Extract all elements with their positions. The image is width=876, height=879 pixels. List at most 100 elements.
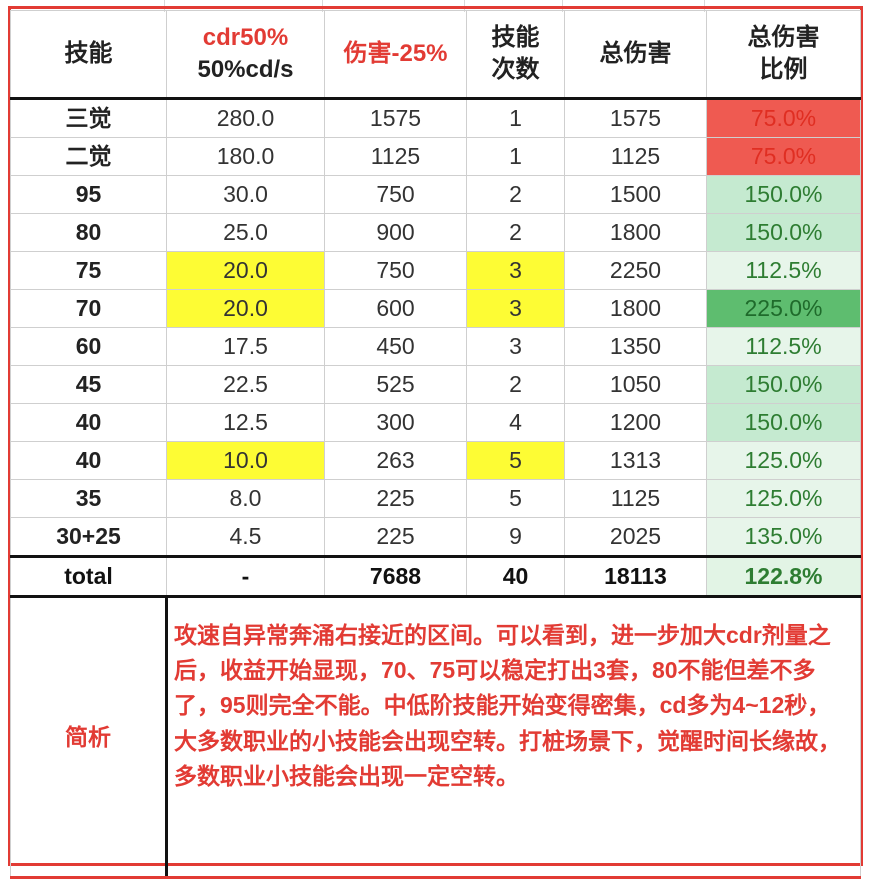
damage-cell: 750 [324, 251, 467, 290]
total-damage-cell: 1350 [564, 327, 707, 366]
count-cell: 3 [466, 327, 565, 366]
skill-cell: 40 [10, 403, 167, 442]
damage-cell: 600 [324, 289, 467, 328]
damage-cell: 225 [324, 479, 467, 518]
skill-cell: 70 [10, 289, 167, 328]
cd-cell: 280.0 [166, 98, 325, 138]
analysis-row: 简析 攻速自异常奔涌右接近的区间。可以看到，进一步加大cdr剂量之后，收益开始显现… [10, 596, 861, 879]
cd-cell: 10.0 [166, 441, 325, 480]
cd-cell: 8.0 [166, 479, 325, 518]
analysis-text: 攻速自异常奔涌右接近的区间。可以看到，进一步加大cdr剂量之后，收益开始显现，7… [165, 596, 861, 879]
total-damage-cell: 1575 [564, 98, 707, 138]
header-row: 技能 cdr50% 50%cd/s 伤害-25% 技能 次数 总伤害 总伤害 比例 [10, 10, 861, 100]
count-cell: 5 [466, 479, 565, 518]
header-damage: 伤害-25% [324, 10, 467, 100]
cd-cell: 17.5 [166, 327, 325, 366]
table-row: 35 8.0 225 5 1125 125.0% [10, 479, 861, 518]
header-count: 技能 次数 [466, 10, 565, 100]
cd-cell: 12.5 [166, 403, 325, 442]
ratio-cell: 150.0% [706, 175, 861, 214]
count-cell: 4 [466, 403, 565, 442]
skill-cell: 40 [10, 441, 167, 480]
count-cell: 9 [466, 517, 565, 557]
skill-cell: 二觉 [10, 137, 167, 176]
damage-cell: 450 [324, 327, 467, 366]
ratio-cell: 225.0% [706, 289, 861, 328]
total-damage-cell: 1125 [564, 137, 707, 176]
count-cell: 2 [466, 175, 565, 214]
header-total-damage: 总伤害 [564, 10, 707, 100]
total-damage-cell: 1800 [564, 213, 707, 252]
count-cell: 1 [466, 137, 565, 176]
ratio-cell: 112.5% [706, 327, 861, 366]
damage-cell: 525 [324, 365, 467, 404]
table-row: 80 25.0 900 2 1800 150.0% [10, 213, 861, 252]
skill-cell: 45 [10, 365, 167, 404]
count-cell: 2 [466, 213, 565, 252]
total-count: 40 [466, 555, 565, 598]
total-label: total [10, 555, 167, 598]
total-ratio: 122.8% [706, 555, 861, 598]
header-skill: 技能 [10, 10, 167, 100]
cd-cell: 30.0 [166, 175, 325, 214]
cd-cell: 25.0 [166, 213, 325, 252]
skill-cell: 三觉 [10, 98, 167, 138]
damage-cell: 263 [324, 441, 467, 480]
count-cell: 3 [466, 251, 565, 290]
damage-cell: 300 [324, 403, 467, 442]
total-cd: - [166, 555, 325, 598]
table-row: 40 12.5 300 4 1200 150.0% [10, 403, 861, 442]
header-ratio: 总伤害 比例 [706, 10, 861, 100]
ratio-cell: 135.0% [706, 517, 861, 557]
count-cell: 2 [466, 365, 565, 404]
cd-cell: 22.5 [166, 365, 325, 404]
ratio-cell: 125.0% [706, 441, 861, 480]
skill-cell: 35 [10, 479, 167, 518]
table-row: 70 20.0 600 3 1800 225.0% [10, 289, 861, 328]
skill-cell: 75 [10, 251, 167, 290]
cd-cell: 4.5 [166, 517, 325, 557]
table-row: 30+25 4.5 225 9 2025 135.0% [10, 517, 861, 557]
total-damage-cell: 2250 [564, 251, 707, 290]
table-row: 45 22.5 525 2 1050 150.0% [10, 365, 861, 404]
ratio-cell: 112.5% [706, 251, 861, 290]
header-cdr: cdr50% 50%cd/s [166, 10, 325, 100]
damage-cell: 225 [324, 517, 467, 557]
total-sum: 18113 [564, 555, 707, 598]
ratio-cell: 150.0% [706, 213, 861, 252]
analysis-label: 简析 [10, 596, 167, 879]
total-damage-cell: 1050 [564, 365, 707, 404]
total-damage: 7688 [324, 555, 467, 598]
skill-cell: 95 [10, 175, 167, 214]
total-damage-cell: 1500 [564, 175, 707, 214]
count-cell: 5 [466, 441, 565, 480]
skill-cell: 30+25 [10, 517, 167, 557]
ratio-cell: 75.0% [706, 98, 861, 138]
total-damage-cell: 1200 [564, 403, 707, 442]
damage-cell: 1125 [324, 137, 467, 176]
table-row: 60 17.5 450 3 1350 112.5% [10, 327, 861, 366]
total-damage-cell: 1313 [564, 441, 707, 480]
ratio-cell: 150.0% [706, 365, 861, 404]
cd-cell: 180.0 [166, 137, 325, 176]
count-cell: 3 [466, 289, 565, 328]
skill-cell: 60 [10, 327, 167, 366]
total-damage-cell: 2025 [564, 517, 707, 557]
damage-table: 技能 cdr50% 50%cd/s 伤害-25% 技能 次数 总伤害 总伤害 比例 三… [10, 10, 861, 879]
count-cell: 1 [466, 98, 565, 138]
total-row: total -7688 40 18113 122.8% [10, 555, 861, 598]
total-damage-cell: 1800 [564, 289, 707, 328]
ratio-cell: 125.0% [706, 479, 861, 518]
cd-cell: 20.0 [166, 289, 325, 328]
table-row: 三觉 280.0 1575 1 1575 75.0% [10, 98, 861, 138]
skill-cell: 80 [10, 213, 167, 252]
ratio-cell: 75.0% [706, 137, 861, 176]
damage-cell: 900 [324, 213, 467, 252]
table-row: 二觉 180.0 1125 1 1125 75.0% [10, 137, 861, 176]
table-row: 40 10.0 263 5 1313 125.0% [10, 441, 861, 480]
cd-cell: 20.0 [166, 251, 325, 290]
table-row: 75 20.0 750 3 2250 112.5% [10, 251, 861, 290]
total-damage-cell: 1125 [564, 479, 707, 518]
damage-cell: 750 [324, 175, 467, 214]
